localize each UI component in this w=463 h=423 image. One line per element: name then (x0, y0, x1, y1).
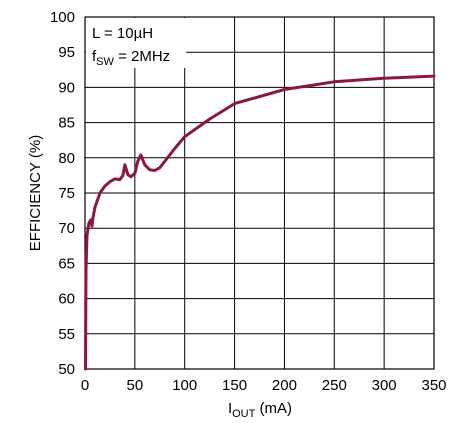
y-tick-label: 90 (58, 79, 75, 96)
y-tick-labels: 50 55 60 65 70 75 80 85 90 95 100 (50, 9, 75, 378)
y-tick-label: 70 (58, 220, 75, 237)
plot-frame (84, 16, 435, 370)
annotation-frequency-rest: = 2MHz (114, 48, 170, 65)
y-tick-label: 65 (58, 255, 75, 272)
annotation-frequency-sub: SW (96, 56, 114, 68)
x-tick-label: 250 (322, 377, 347, 394)
x-tick-label: 100 (172, 377, 197, 394)
y-tick-label: 85 (58, 115, 75, 132)
y-axis-title: EFFICIENCY (%) (27, 135, 44, 251)
annotation-background (86, 18, 186, 68)
y-tick-label: 60 (58, 291, 75, 308)
y-tick-label: 75 (58, 185, 75, 202)
y-tick-label: 80 (58, 150, 75, 167)
y-tick-label: 100 (50, 9, 75, 26)
x-tick-label: 150 (222, 377, 247, 394)
x-tick-labels: 0 50 100 150 200 250 300 350 (81, 377, 447, 394)
annotation-frequency: fSW = 2MHz (92, 48, 170, 68)
y-tick-label: 55 (58, 326, 75, 343)
x-axis-title: IOUT (mA) (228, 400, 292, 420)
y-tick-label: 50 (58, 361, 75, 378)
x-tick-label: 300 (372, 377, 397, 394)
annotation-inductance: L = 10µH (92, 25, 153, 42)
efficiency-curve (84, 74, 436, 371)
grid-lines (84, 16, 435, 370)
x-tick-label: 200 (272, 377, 297, 394)
x-axis-title-main: I (228, 400, 232, 417)
x-axis-title-sub: OUT (232, 408, 256, 420)
annotation-frequency-main: f (92, 48, 97, 65)
x-tick-label: 0 (81, 377, 89, 394)
x-tick-label: 350 (421, 377, 446, 394)
x-axis-title-unit: (mA) (255, 400, 292, 417)
x-tick-label: 50 (127, 377, 144, 394)
y-tick-label: 95 (58, 44, 75, 61)
